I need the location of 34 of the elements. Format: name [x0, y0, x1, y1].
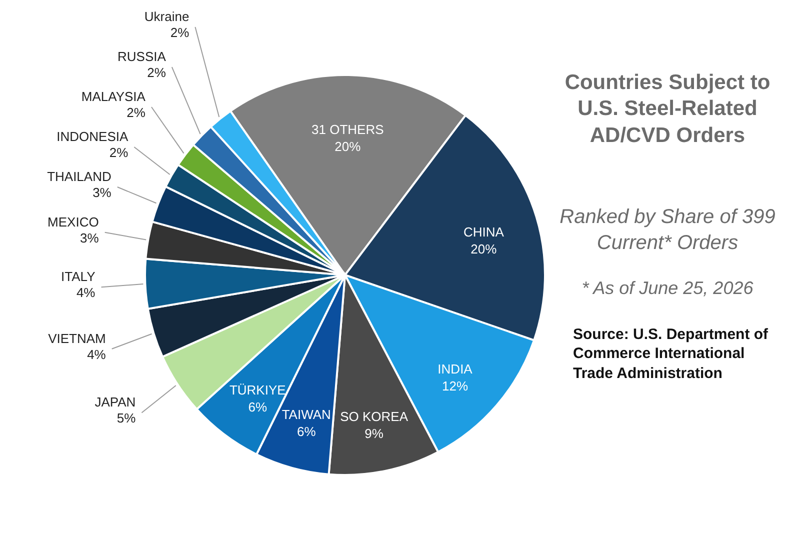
slice-label: INDONESIA	[56, 129, 128, 144]
text: * As of June 25, 2026	[580, 278, 754, 299]
data-label: 6%	[248, 400, 268, 415]
data-label: 20%	[470, 242, 498, 257]
text: Countries Subject to U.S. Steel-Related AD/CVD Orders	[564, 70, 772, 148]
slice-label: JAPAN	[94, 394, 136, 410]
data-label: 4%	[76, 285, 96, 300]
data-label: 2%	[170, 25, 190, 40]
slice-label: SO KOREA	[340, 409, 408, 424]
data-label: 5%	[116, 410, 136, 426]
data-label: 2%	[109, 145, 129, 160]
data-label: 2%	[126, 105, 146, 120]
slice-label: INDIA	[438, 361, 473, 376]
data-label: 6%	[296, 424, 316, 439]
text: Ranked by Share of 399 Current* Orders	[558, 204, 776, 256]
slice-label: TÜRKIYE	[229, 382, 286, 398]
slice-label: RUSSIA	[118, 49, 166, 64]
data-label: 4%	[87, 346, 106, 362]
slice-label: 31 OTHERS	[312, 122, 384, 138]
source-note: Source: U.S. Department of Commerce International Trade Administration	[573, 324, 770, 384]
slice-label: THAILAND	[47, 169, 112, 184]
slice-label: Ukraine	[144, 9, 190, 24]
data-label: 2%	[147, 65, 166, 80]
slice-label: MALAYSIA	[81, 89, 146, 104]
slice-label: ITALY	[61, 269, 96, 284]
data-label: 20%	[334, 139, 362, 154]
slice-label: TAIWAN	[282, 406, 331, 422]
slice-label: VIETNAM	[48, 330, 106, 346]
slice-label: CHINA	[463, 224, 504, 240]
data-label: 9%	[364, 426, 384, 442]
slice-label: MEXICO	[48, 214, 99, 230]
data-label: 3%	[80, 230, 100, 246]
data-label: 12%	[442, 378, 468, 394]
data-label: 3%	[92, 185, 112, 200]
